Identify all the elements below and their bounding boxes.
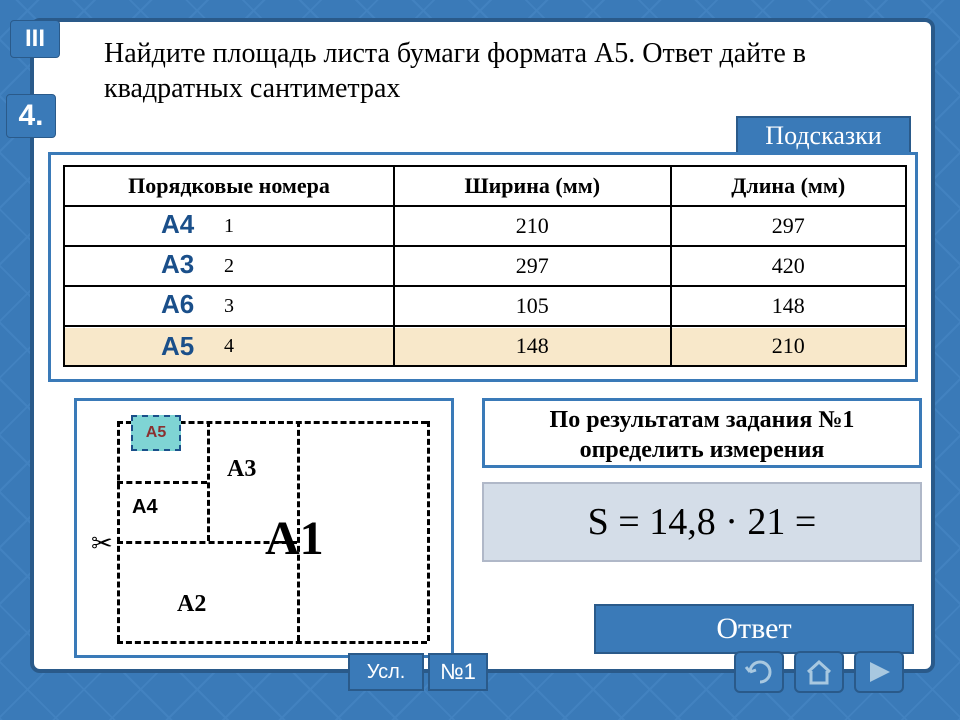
formula-box: S = 14,8 · 21 = [482, 482, 922, 562]
hint-text-box: По результатам задания №1 определить изм… [482, 398, 922, 468]
cell-length: 210 [671, 326, 907, 366]
format-overlay-a3: А3 [161, 249, 194, 280]
task1-button[interactable]: №1 [428, 653, 488, 691]
cell-index: 4 [64, 326, 394, 366]
cell-width: 297 [394, 246, 671, 286]
forward-icon [864, 658, 894, 686]
col-header-length: Длина (мм) [671, 166, 907, 206]
cell-index: 3 [64, 286, 394, 326]
col-header-index: Порядковые номера [64, 166, 394, 206]
a5-highlight-box: А5 [131, 415, 181, 451]
cell-index: 1 [64, 206, 394, 246]
cell-width: 210 [394, 206, 671, 246]
format-overlay-a4: А4 [161, 209, 194, 240]
nav-home-button[interactable] [794, 651, 844, 693]
format-overlay-a6: А6 [161, 289, 194, 320]
answer-button[interactable]: Ответ [594, 604, 914, 654]
nav-forward-button[interactable] [854, 651, 904, 693]
table-header-row: Порядковые номера Ширина (мм) Длина (мм) [64, 166, 906, 206]
cell-length: 148 [671, 286, 907, 326]
a2-diagram-label: A2 [177, 591, 206, 618]
cell-index: 2 [64, 246, 394, 286]
cell-length: 420 [671, 246, 907, 286]
cell-length: 297 [671, 206, 907, 246]
home-icon [804, 658, 834, 686]
cell-width: 105 [394, 286, 671, 326]
a1-diagram-label: A1 [265, 511, 324, 566]
format-overlay-a5: А5 [161, 331, 194, 362]
task-number-badge: 4. [6, 94, 56, 138]
col-header-width: Ширина (мм) [394, 166, 671, 206]
a3-diagram-label: A3 [227, 456, 256, 483]
nav-back-button[interactable] [734, 651, 784, 693]
conditions-button[interactable]: Усл. [348, 653, 424, 691]
section-badge: III [10, 20, 60, 58]
question-text: Найдите площадь листа бумаги формата А5.… [104, 36, 884, 106]
undo-icon [744, 658, 774, 686]
scissors-icon: ✂ [91, 529, 113, 559]
hints-button[interactable]: Подсказки [736, 116, 911, 156]
main-panel: III 4. Найдите площадь листа бумаги форм… [30, 18, 935, 673]
paper-format-diagram: ✂ А5 А4 A3 A2 A1 [74, 398, 454, 658]
data-table-container: Порядковые номера Ширина (мм) Длина (мм)… [48, 152, 918, 382]
cell-width: 148 [394, 326, 671, 366]
a4-diagram-label: А4 [132, 496, 158, 519]
